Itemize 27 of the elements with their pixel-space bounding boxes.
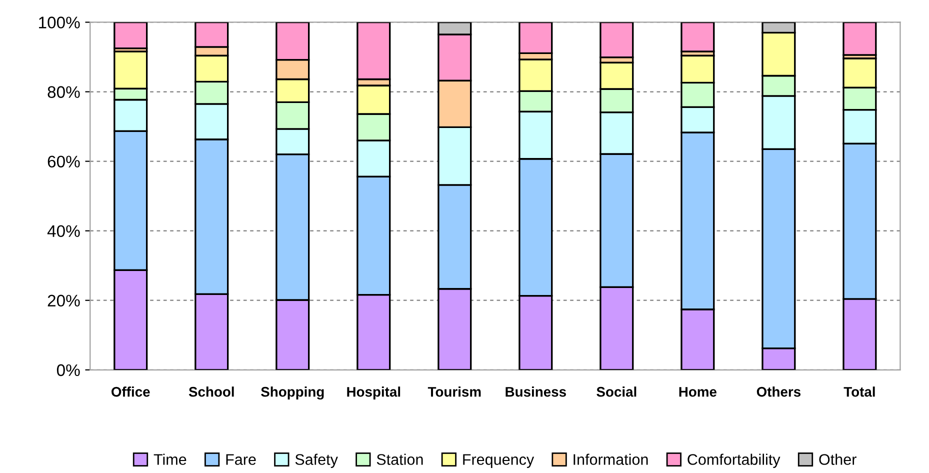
x-tick-label: Business [506, 386, 566, 397]
x-tick-label: Shopping [261, 386, 324, 400]
y-tick-label: 60% [48, 156, 80, 168]
x-tick-label: Total [844, 386, 875, 397]
legend-label: Frequency [463, 454, 534, 468]
y-tick-label: 40% [47, 225, 80, 238]
x-tick-label: Office [112, 386, 150, 397]
legend-label: Station [376, 454, 423, 465]
y-tick-label: 0% [56, 364, 80, 376]
legend-label: Safety [295, 454, 338, 468]
legend-label: Time [154, 454, 186, 465]
y-tick-label: 20% [48, 294, 80, 307]
bar [680, 22, 715, 52]
y-tick-label: 80% [48, 86, 80, 98]
legend-label: Other [819, 454, 856, 465]
x-tick-label: School [188, 386, 234, 397]
x-tick-label: Tourism [428, 386, 481, 397]
x-tick-label: Social [596, 386, 636, 397]
y-tick-label: 100% [39, 16, 80, 28]
legend-label: Fare [226, 454, 256, 465]
x-tick-label: Hospital [347, 386, 400, 400]
bar [842, 22, 877, 56]
x-tick-label: Home [679, 387, 716, 397]
x-tick-label: Others [756, 386, 801, 397]
bar [114, 22, 148, 50]
legend-label: Information [574, 454, 648, 465]
legend-label: Comfortability [688, 454, 780, 468]
